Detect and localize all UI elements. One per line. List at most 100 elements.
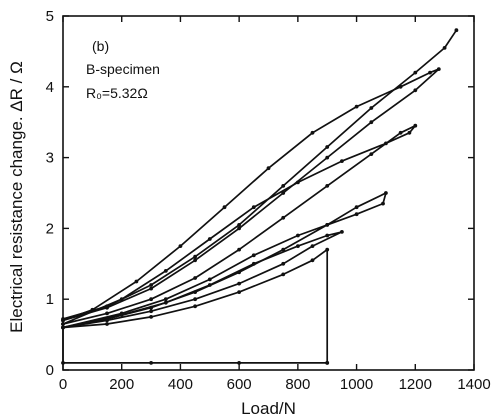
data-point	[407, 130, 412, 135]
data-point	[281, 272, 286, 277]
data-point	[251, 205, 256, 210]
data-point	[413, 123, 418, 128]
data-point	[310, 244, 315, 249]
data-point	[222, 205, 227, 210]
data-point	[442, 46, 447, 50]
data-point	[105, 317, 109, 321]
data-point	[251, 253, 256, 258]
data-point	[281, 247, 286, 252]
data-point	[384, 141, 388, 146]
data-point	[237, 226, 242, 231]
data-point	[310, 258, 315, 263]
data-point	[266, 166, 271, 171]
data-point	[207, 237, 212, 241]
data-point	[149, 361, 154, 365]
y-tick-label: 4	[46, 79, 54, 96]
data-point	[61, 325, 65, 330]
data-point	[369, 120, 374, 125]
data-point	[193, 290, 198, 294]
x-axis-title: Load/N	[241, 399, 296, 418]
data-point	[237, 247, 242, 252]
data-point	[296, 233, 300, 238]
x-tick-label: 1000	[340, 376, 373, 393]
specimen-label: B-specimen	[86, 61, 160, 77]
data-point	[61, 361, 65, 365]
data-point	[163, 297, 168, 302]
y-tick-label: 2	[46, 220, 54, 237]
data-point	[119, 311, 124, 316]
data-point	[149, 309, 154, 314]
data-point	[193, 297, 198, 302]
x-tick-label: 1200	[399, 376, 432, 393]
data-point	[281, 184, 286, 188]
y-axis-title: Electrical resistance change. ΔR / Ω	[7, 61, 26, 333]
data-point	[281, 261, 286, 266]
data-point	[281, 191, 286, 195]
data-point	[237, 270, 242, 275]
data-point	[193, 304, 198, 309]
y-tick-label: 5	[46, 8, 54, 25]
data-point	[310, 130, 315, 135]
data-point	[149, 297, 154, 302]
data-point	[163, 269, 168, 273]
data-point	[398, 130, 403, 135]
data-point	[325, 361, 330, 365]
data-point	[149, 315, 154, 319]
data-point	[207, 277, 212, 282]
y-tick-label: 0	[46, 362, 54, 379]
data-point	[325, 247, 330, 252]
x-tick-label: 0	[59, 376, 67, 393]
data-point	[369, 152, 374, 157]
data-point	[369, 106, 374, 110]
panel-label: (b)	[92, 38, 109, 54]
resistance-label: R₀=5.32Ω	[86, 85, 148, 101]
data-point	[237, 281, 242, 286]
data-point	[325, 223, 330, 227]
x-tick-label: 1400	[457, 376, 490, 393]
axis-ticks	[62, 15, 475, 371]
data-point	[340, 159, 344, 164]
data-point	[325, 145, 330, 149]
data-point	[354, 205, 359, 210]
data-point	[413, 70, 418, 75]
data-point	[381, 201, 385, 206]
data-point	[237, 361, 242, 365]
x-tick-label: 600	[227, 376, 252, 393]
data-point	[296, 244, 300, 249]
data-point	[61, 322, 65, 326]
data-point	[354, 212, 359, 217]
data-point	[193, 254, 198, 259]
data-point	[105, 322, 109, 326]
data-point	[340, 230, 344, 234]
data-point	[149, 305, 154, 310]
data-point	[149, 283, 154, 287]
series-line-4	[62, 68, 440, 322]
tick-labels: 0 200 400 600 800 1000 1200 1400 0 1 2 3 4 5	[46, 8, 491, 393]
data-point	[134, 279, 139, 284]
data-point	[237, 290, 242, 294]
data-point	[193, 258, 198, 263]
data-point	[384, 191, 388, 195]
plot-area	[62, 15, 475, 371]
data-point	[105, 311, 109, 316]
data-point	[436, 67, 441, 71]
y-tick-label: 1	[46, 291, 54, 308]
data-point	[354, 104, 359, 109]
data-point	[454, 28, 459, 33]
series-group	[61, 28, 459, 365]
x-tick-label: 800	[285, 376, 310, 393]
x-tick-label: 400	[168, 376, 193, 393]
data-point	[193, 276, 198, 280]
data-point	[281, 215, 286, 220]
data-point	[428, 70, 432, 75]
plot-frame	[62, 15, 475, 371]
data-point	[178, 244, 183, 249]
series-line-2	[62, 192, 387, 329]
data-point	[237, 223, 242, 227]
data-point	[105, 304, 109, 309]
data-point	[149, 286, 154, 291]
x-tick-label: 200	[109, 376, 134, 393]
data-point	[325, 233, 330, 238]
data-point	[61, 317, 65, 321]
